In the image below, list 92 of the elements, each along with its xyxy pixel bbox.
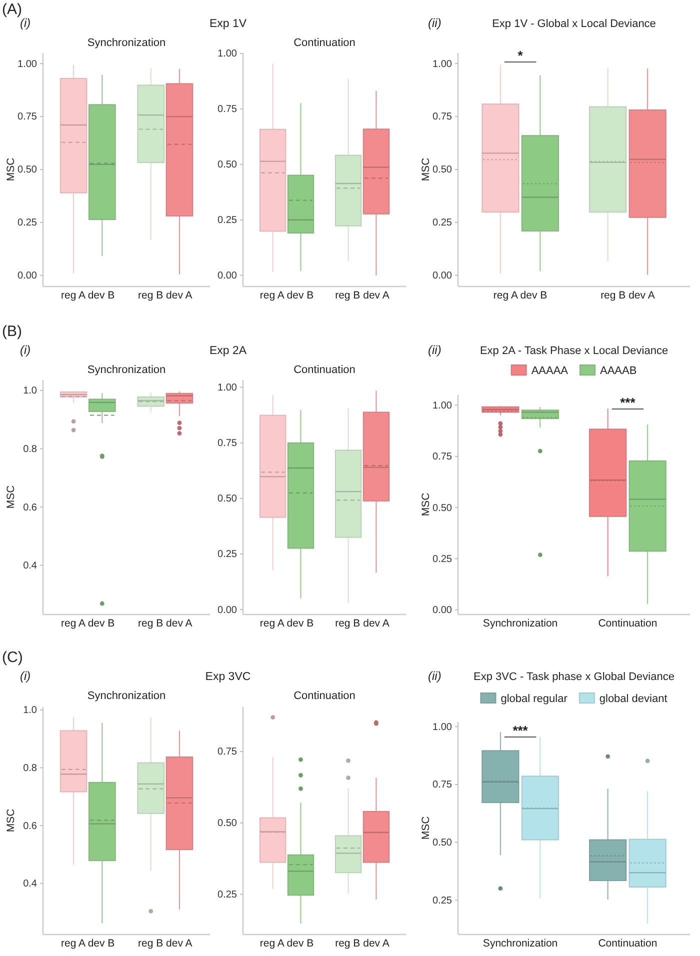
text: (A): [2, 1, 22, 18]
y-tick-label: 0.00: [432, 605, 452, 616]
y-tick-label: 0.4: [23, 560, 38, 572]
x-tick-label: Synchronization: [482, 617, 558, 630]
chart-title: Exp 2A - Task Phase x Local Deviance: [480, 345, 668, 357]
y-tick-label: 0.75: [432, 780, 452, 791]
y-tick-label: 0.00: [18, 270, 38, 282]
chart-title: Exp 1V - Global x Local Deviance: [492, 18, 656, 30]
y-tick-label: 0.75: [218, 746, 238, 758]
text: (ii): [428, 343, 442, 357]
y-tick-label: 0.8: [23, 762, 38, 774]
y-axis-title: MSC: [5, 808, 17, 832]
text: (C): [2, 649, 23, 666]
y-tick-label: 0.4: [23, 878, 38, 890]
y-axis-title: MSC: [5, 484, 17, 509]
y-tick-label: 1.00: [432, 722, 452, 733]
legend-label: AAAAA: [531, 365, 569, 377]
legend-label: global deviant: [599, 693, 668, 705]
y-tick-label: 0.75: [18, 112, 38, 123]
y-tick-label: 0.6: [23, 502, 38, 514]
y-tick-label: 1.00: [18, 58, 38, 70]
y-axis-title: MSC: [420, 816, 432, 840]
annotation: ***: [512, 723, 529, 738]
y-tick-label: 0.6: [23, 820, 38, 832]
y-tick-label: 0.50: [432, 838, 452, 849]
y-tick-label: 1.00: [218, 382, 238, 394]
y-tick-label: 0.50: [432, 502, 452, 514]
x-tick-label: reg B dev A: [600, 289, 655, 302]
text: (ii): [428, 16, 442, 30]
x-tick-label: reg A dev B: [260, 289, 314, 302]
text: Exp 2A: [209, 345, 247, 357]
text: (i): [20, 669, 31, 683]
y-tick-label: 0.00: [432, 270, 452, 282]
y-tick-label: 0.00: [218, 604, 238, 616]
annotation: ***: [620, 395, 636, 410]
y-tick-label: 0.50: [218, 160, 238, 171]
text: (i): [20, 16, 31, 30]
chart-title: Exp 3VC - Task phase x Global Deviance: [474, 671, 674, 683]
y-tick-label: 1.00: [218, 48, 238, 60]
x-tick-label: reg B dev A: [335, 289, 390, 302]
x-tick-label: reg A dev B: [260, 617, 314, 630]
x-tick-label: reg A dev B: [60, 937, 115, 950]
text: (ii): [428, 669, 442, 683]
y-tick-label: 1.00: [432, 400, 452, 412]
x-tick-label: Synchronization: [482, 937, 558, 950]
y-tick-label: 0.25: [18, 218, 38, 229]
y-tick-label: 0.25: [432, 895, 452, 906]
y-tick-label: 0.50: [432, 164, 452, 176]
text: Exp 1V: [209, 18, 247, 30]
y-tick-label: 1.0: [23, 705, 38, 716]
text: (i): [20, 343, 31, 357]
x-tick-label: Continuation: [598, 617, 658, 630]
y-tick-label: 0.50: [18, 164, 38, 176]
chart-title: Continuation: [294, 37, 356, 49]
legend-label: AAAAB: [600, 365, 637, 377]
y-axis-title: MSC: [420, 492, 432, 516]
y-tick-label: 0.50: [218, 494, 238, 505]
chart-title: Continuation: [294, 364, 356, 376]
x-tick-label: reg B dev A: [335, 937, 390, 950]
chart-title: Synchronization: [87, 364, 166, 376]
y-tick-label: 0.75: [432, 452, 452, 463]
y-axis-title: MSC: [420, 157, 432, 182]
x-tick-label: reg B dev A: [138, 289, 192, 302]
x-tick-label: reg A dev B: [493, 289, 548, 302]
text: (B): [2, 323, 22, 340]
y-tick-label: 1.00: [432, 58, 452, 70]
y-tick-label: 0.25: [218, 215, 238, 226]
x-tick-label: reg A dev B: [60, 289, 115, 302]
y-tick-label: 0.75: [218, 438, 238, 450]
y-tick-label: 0.50: [218, 818, 238, 830]
annotation: *: [518, 48, 524, 63]
text: Exp 3VC: [205, 671, 251, 683]
y-tick-label: 0.25: [432, 554, 452, 565]
y-tick-label: 0.8: [23, 444, 38, 455]
y-axis-title: MSC: [5, 157, 17, 182]
chart-title: Synchronization: [87, 37, 166, 49]
y-tick-label: 0.75: [218, 104, 238, 116]
y-tick-label: 0.25: [218, 890, 238, 901]
y-tick-label: 0.00: [218, 270, 238, 282]
x-tick-label: reg A dev B: [260, 937, 314, 950]
chart-title: Continuation: [294, 690, 356, 702]
y-tick-label: 0.25: [432, 218, 452, 229]
legend-label: global regular: [500, 693, 568, 705]
y-tick-label: 0.75: [432, 112, 452, 123]
x-tick-label: reg B dev A: [138, 617, 192, 630]
y-tick-label: 1.0: [23, 386, 38, 397]
chart-title: Synchronization: [87, 690, 166, 702]
x-tick-label: Continuation: [598, 937, 658, 950]
x-tick-label: reg B dev A: [138, 937, 192, 950]
x-tick-label: reg A dev B: [60, 617, 115, 630]
y-tick-label: 0.25: [218, 549, 238, 560]
x-tick-label: reg B dev A: [335, 617, 390, 630]
